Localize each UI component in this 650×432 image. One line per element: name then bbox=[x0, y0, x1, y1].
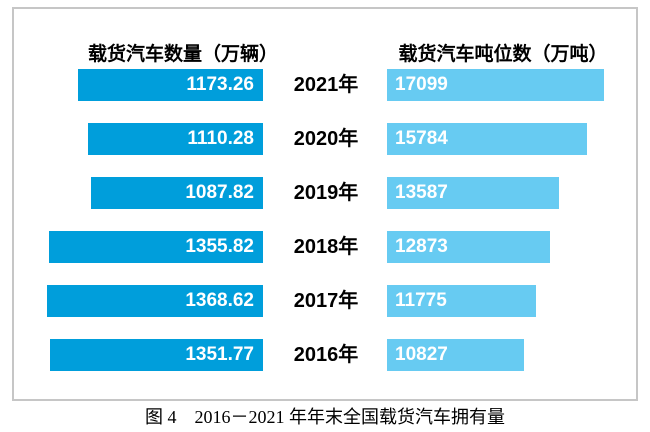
count-value-label: 1110.28 bbox=[187, 128, 254, 149]
tonnage-value-label: 12873 bbox=[395, 236, 448, 257]
tonnage-value-label: 10827 bbox=[395, 344, 448, 365]
tonnage-value-label: 11775 bbox=[395, 290, 447, 311]
count-bar: 1351.77 bbox=[49, 339, 263, 371]
tonnage-bar: 12873 bbox=[387, 231, 551, 263]
chart-row: 1087.82 2019年 13587 bbox=[0, 177, 650, 209]
tonnage-bar: 11775 bbox=[387, 285, 537, 317]
count-bar: 1368.62 bbox=[47, 285, 263, 317]
year-label: 2021年 bbox=[293, 74, 359, 96]
chart-row: 1110.28 2020年 15784 bbox=[0, 123, 650, 155]
tonnage-bar: 10827 bbox=[387, 339, 525, 371]
tonnage-bar: 13587 bbox=[387, 177, 560, 209]
tonnage-bar: 15784 bbox=[387, 123, 588, 155]
count-bar: 1087.82 bbox=[91, 177, 263, 209]
year-label: 2016年 bbox=[293, 344, 359, 366]
count-bar: 1173.26 bbox=[77, 69, 263, 101]
count-value-label: 1368.62 bbox=[185, 290, 254, 311]
count-bar: 1355.82 bbox=[49, 231, 263, 263]
tonnage-bar: 17099 bbox=[387, 69, 604, 101]
year-label: 2018年 bbox=[293, 236, 359, 258]
tonnage-value-label: 15784 bbox=[395, 128, 448, 149]
count-bar: 1110.28 bbox=[87, 123, 263, 155]
count-value-label: 1351.77 bbox=[185, 344, 254, 365]
year-label: 2020年 bbox=[293, 128, 359, 150]
chart-row: 1368.62 2017年 11775 bbox=[0, 285, 650, 317]
count-value-label: 1087.82 bbox=[185, 182, 254, 203]
right-series-header: 载货汽车吨位数（万吨） bbox=[398, 44, 608, 65]
chart-row: 1351.77 2016年 10827 bbox=[0, 339, 650, 371]
year-label: 2017年 bbox=[293, 290, 359, 312]
chart-row: 1355.82 2018年 12873 bbox=[0, 231, 650, 263]
count-value-label: 1355.82 bbox=[185, 236, 254, 257]
tonnage-value-label: 13587 bbox=[395, 182, 448, 203]
tonnage-value-label: 17099 bbox=[395, 74, 448, 95]
figure-caption: 图 4 2016－2021 年年末全国载货汽车拥有量 bbox=[145, 407, 505, 427]
left-series-header: 载货汽车数量（万辆） bbox=[87, 44, 278, 65]
chart-row: 1173.26 2021年 17099 bbox=[0, 69, 650, 101]
count-value-label: 1173.26 bbox=[186, 74, 254, 95]
year-label: 2019年 bbox=[293, 182, 359, 204]
